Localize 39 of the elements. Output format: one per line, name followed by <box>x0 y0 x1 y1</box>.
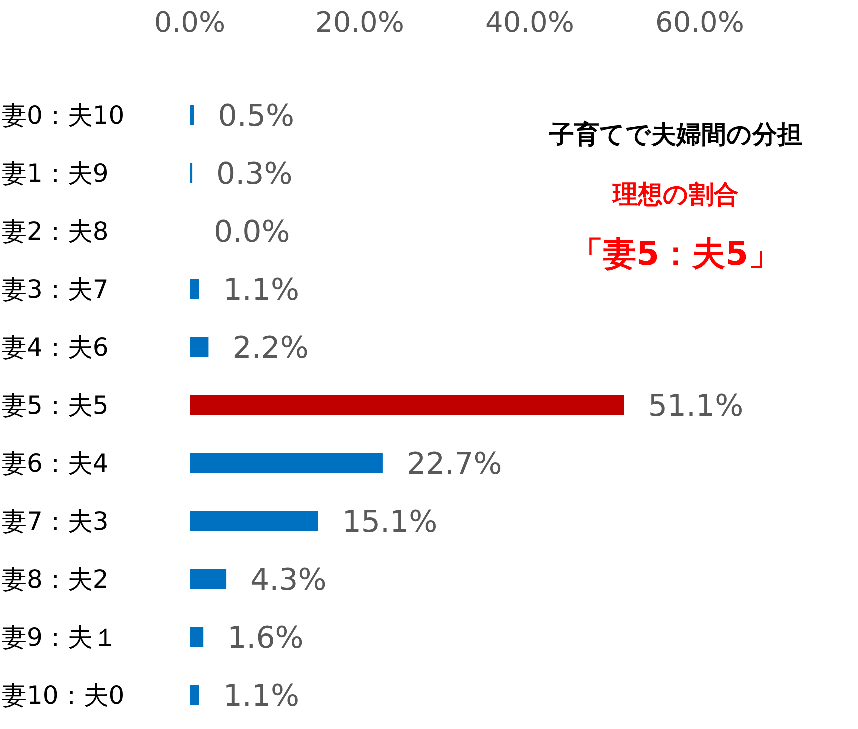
y-tick-label: 妻1：夫9 <box>2 159 109 188</box>
bar <box>190 685 200 705</box>
data-label: 22.7% <box>406 447 502 482</box>
bar <box>190 337 209 357</box>
y-tick-label: 妻6：夫4 <box>2 449 109 478</box>
y-tick-label: 妻7：夫3 <box>2 507 109 536</box>
y-tick-label: 妻9：夫１ <box>2 623 118 652</box>
bar <box>190 163 193 183</box>
data-label: 0.5% <box>218 99 294 134</box>
bar <box>190 395 624 415</box>
data-label: 0.0% <box>214 215 290 250</box>
bar <box>190 511 318 531</box>
bar <box>190 627 204 647</box>
annotation: 「妻5：夫5」 <box>570 234 782 273</box>
data-label: 4.3% <box>250 563 327 598</box>
bar <box>190 569 227 589</box>
data-label: 1.1% <box>223 679 300 714</box>
data-label: 15.1% <box>342 505 438 540</box>
x-tick-label: 20.0% <box>316 6 404 39</box>
bar <box>190 105 194 125</box>
text: 理想の割合 <box>612 180 739 209</box>
text: 子育てで夫婦間の分担 <box>548 120 802 149</box>
data-label: 1.6% <box>228 621 304 656</box>
data-label: 1.1% <box>223 273 300 308</box>
data-label: 2.2% <box>232 331 309 366</box>
data-label: 0.3% <box>216 157 293 192</box>
y-tick-label: 妻4：夫6 <box>2 333 109 362</box>
x-tick-label: 60.0% <box>656 6 744 39</box>
x-tick-label: 40.0% <box>486 6 574 39</box>
x-tick-label: 0.0% <box>154 6 226 39</box>
y-tick-label: 妻0：夫10 <box>2 101 125 130</box>
y-tick-label: 妻2：夫8 <box>2 217 109 246</box>
y-tick-label: 妻10：夫0 <box>2 681 125 710</box>
y-tick-label: 妻5：夫5 <box>2 391 109 420</box>
data-label: 51.1% <box>648 389 744 424</box>
bar <box>190 453 383 473</box>
bar <box>190 279 200 299</box>
y-tick-label: 妻3：夫7 <box>2 275 109 304</box>
y-tick-label: 妻8：夫2 <box>2 565 109 594</box>
